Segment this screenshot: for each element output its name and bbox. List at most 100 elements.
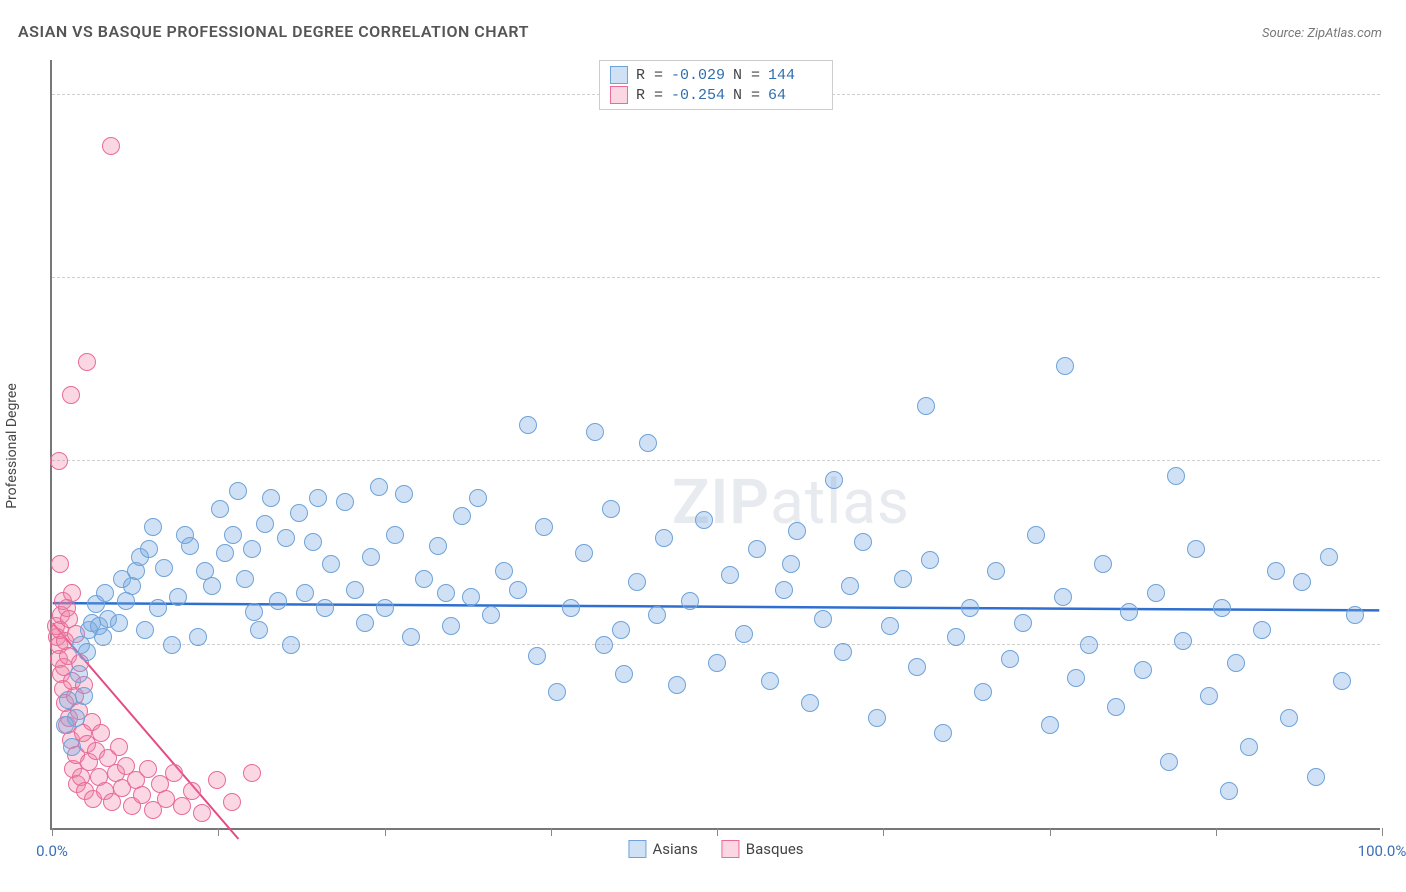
data-point-asians [296, 584, 314, 602]
data-point-asians [602, 500, 620, 518]
n-value-asians: 144 [768, 67, 822, 84]
data-point-asians [1134, 661, 1152, 679]
x-tick [52, 828, 53, 836]
watermark-zip: ZIP [672, 466, 770, 539]
data-point-asians [346, 581, 364, 599]
data-point-asians [1041, 716, 1059, 734]
swatch-asians [628, 840, 646, 858]
legend-label-basques: Basques [746, 840, 804, 858]
legend-series: Asians Basques [628, 840, 803, 858]
data-point-basques [78, 353, 96, 371]
data-point-asians [75, 687, 93, 705]
data-point-asians [548, 683, 566, 701]
data-point-asians [203, 577, 221, 595]
data-point-asians [681, 592, 699, 610]
data-point-asians [668, 676, 686, 694]
data-point-asians [469, 489, 487, 507]
data-point-asians [1080, 636, 1098, 654]
legend-label-asians: Asians [652, 840, 697, 858]
x-tick [218, 828, 219, 836]
gridline [52, 277, 1380, 278]
data-point-asians [290, 504, 308, 522]
legend-stats: R = -0.029 N = 144 R = -0.254 N = 64 [599, 60, 833, 110]
data-point-asians [519, 416, 537, 434]
data-point-asians [881, 617, 899, 635]
data-point-asians [63, 738, 81, 756]
data-point-asians [1346, 606, 1364, 624]
data-point-asians [163, 636, 181, 654]
y-tick-label: 5.0% [1390, 636, 1406, 654]
x-tick [1216, 828, 1217, 836]
data-point-asians [224, 526, 242, 544]
data-point-asians [868, 709, 886, 727]
data-point-asians [1213, 599, 1231, 617]
data-point-asians [442, 617, 460, 635]
x-tick-label: 100.0% [1358, 842, 1406, 860]
data-point-asians [189, 628, 207, 646]
data-point-basques [50, 452, 68, 470]
data-point-asians [216, 544, 234, 562]
data-point-asians [453, 507, 471, 525]
y-tick-label: 10.0% [1390, 452, 1406, 470]
data-point-asians [429, 537, 447, 555]
data-point-basques [102, 137, 120, 155]
data-point-asians [987, 562, 1005, 580]
data-point-asians [1167, 467, 1185, 485]
x-tick-label: 0.0% [36, 842, 68, 860]
legend-stats-row-basques: R = -0.254 N = 64 [610, 85, 822, 105]
data-point-asians [395, 485, 413, 503]
data-point-asians [155, 559, 173, 577]
y-axis-label: Professional Degree [4, 383, 20, 509]
data-point-asians [1094, 555, 1112, 573]
data-point-asians [648, 606, 666, 624]
data-point-asians [1200, 687, 1218, 705]
data-point-asians [1120, 603, 1138, 621]
data-point-asians [1107, 698, 1125, 716]
data-point-asians [282, 636, 300, 654]
data-point-asians [1001, 650, 1019, 668]
data-point-asians [854, 533, 872, 551]
data-point-asians [70, 665, 88, 683]
n-label: N = [733, 67, 760, 84]
data-point-asians [761, 672, 779, 690]
data-point-asians [974, 683, 992, 701]
data-point-asians [1307, 768, 1325, 786]
data-point-asians [322, 555, 340, 573]
data-point-basques [51, 555, 69, 573]
data-point-asians [934, 724, 952, 742]
data-point-basques [103, 793, 121, 811]
data-point-asians [841, 577, 859, 595]
data-point-asians [256, 515, 274, 533]
data-point-asians [78, 643, 96, 661]
data-point-asians [262, 489, 280, 507]
data-point-asians [140, 540, 158, 558]
data-point-asians [1293, 573, 1311, 591]
data-point-asians [169, 588, 187, 606]
data-point-asians [1267, 562, 1285, 580]
plot-area: ZIPatlas R = -0.029 N = 144 R = -0.254 N… [50, 60, 1380, 830]
data-point-asians [1056, 357, 1074, 375]
data-point-asians [495, 562, 513, 580]
x-tick [1050, 828, 1051, 836]
r-label: R = [636, 67, 663, 84]
data-point-asians [402, 628, 420, 646]
data-point-asians [236, 570, 254, 588]
x-tick [883, 828, 884, 836]
r-label: R = [636, 87, 663, 104]
data-point-asians [655, 529, 673, 547]
data-point-asians [894, 570, 912, 588]
n-label: N = [733, 87, 760, 104]
data-point-asians [509, 581, 527, 599]
swatch-basques [722, 840, 740, 858]
data-point-asians [562, 599, 580, 617]
data-point-asians [110, 614, 128, 632]
data-point-asians [437, 584, 455, 602]
data-point-asians [735, 625, 753, 643]
data-point-asians [615, 665, 633, 683]
data-point-asians [376, 599, 394, 617]
data-point-asians [1067, 669, 1085, 687]
x-tick [551, 828, 552, 836]
data-point-basques [92, 724, 110, 742]
data-point-asians [1147, 584, 1165, 602]
source-label: Source: ZipAtlas.com [1262, 26, 1382, 41]
